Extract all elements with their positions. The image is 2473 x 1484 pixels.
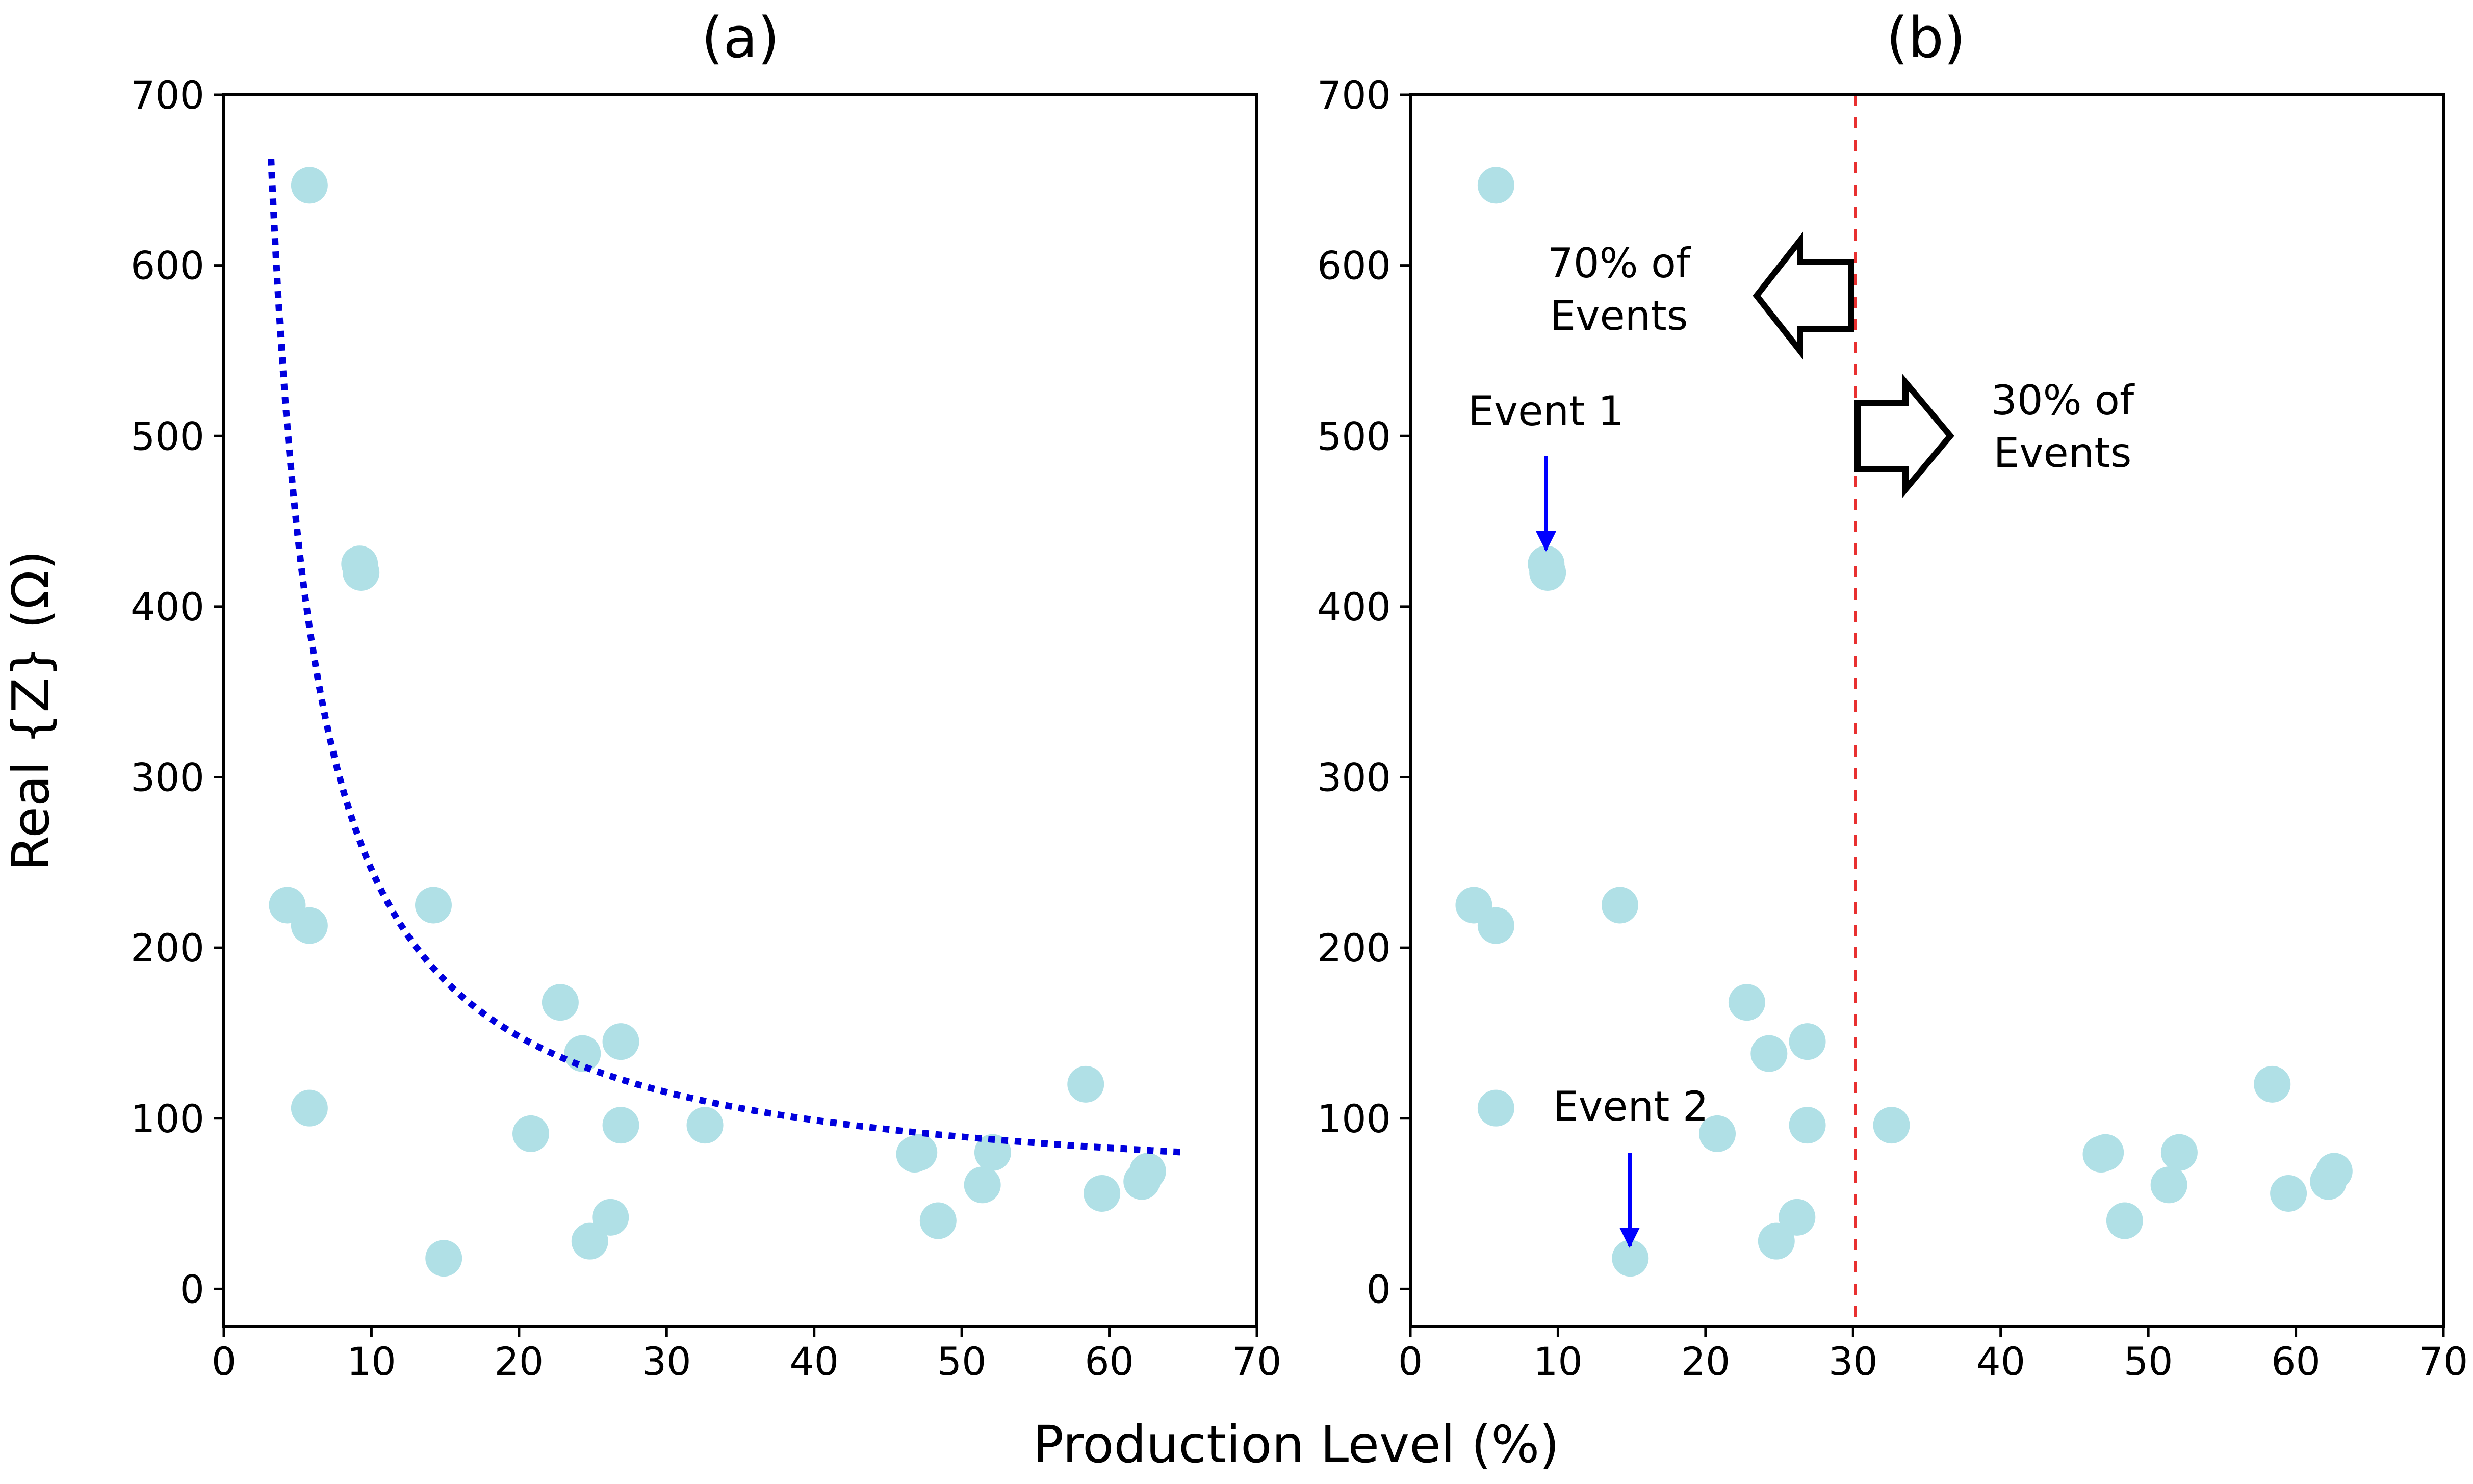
data-point-a-7 — [425, 1240, 462, 1277]
left-region-arrow — [1753, 231, 1854, 360]
x-tick-label: 70 — [2419, 1339, 2468, 1384]
data-point-b-13 — [1789, 1023, 1826, 1060]
data-point-a-6 — [291, 1089, 328, 1127]
panel-b-title: (b) — [1886, 5, 1966, 70]
data-point-b-5 — [1601, 887, 1638, 924]
data-point-a-11 — [571, 1222, 608, 1260]
data-point-b-21 — [2254, 1065, 2291, 1103]
x-tick-label: 30 — [1828, 1339, 1878, 1384]
x-axis-label: Production Level (%) — [1033, 1415, 1560, 1474]
event-2-label: Event 2 — [1553, 1083, 1709, 1130]
panel-a-frame — [222, 93, 1258, 1328]
y-tick-label: 600 — [1317, 243, 1391, 289]
x-tick-label: 50 — [2124, 1339, 2173, 1384]
data-point-b-7 — [1612, 1240, 1649, 1277]
data-point-a-12 — [592, 1199, 629, 1236]
y-tick-label: 500 — [131, 413, 204, 459]
y-axis-label: Real {Z} (Ω) — [1, 550, 61, 871]
panel-a: (a) 0 10 20 30 40 50 60 70 0 100 200 300 400 500 600 7… — [1, 5, 1281, 1384]
data-point-b-12 — [1779, 1199, 1816, 1236]
x-tick-label: 30 — [642, 1339, 691, 1384]
data-point-a-9 — [542, 984, 579, 1021]
y-tick-label: 0 — [1367, 1266, 1391, 1312]
x-tick-label: 60 — [2271, 1339, 2321, 1384]
data-point-b-15 — [1873, 1107, 1910, 1144]
x-tick-label: 60 — [1085, 1339, 1134, 1384]
x-tick-label: 20 — [1681, 1339, 1730, 1384]
x-tick-label: 0 — [1398, 1339, 1423, 1384]
data-point-b-18 — [2106, 1202, 2143, 1239]
panel-a-points — [269, 167, 1166, 1277]
data-point-a-5 — [415, 887, 452, 924]
event-1-label: Event 1 — [1468, 387, 1624, 435]
panel-b-y-ticks: 0 100 200 300 400 500 600 700 — [1317, 72, 1410, 1312]
panel-a-y-ticks: 0 100 200 300 400 500 600 700 — [131, 72, 224, 1312]
right-region-arrow — [1854, 374, 1954, 498]
y-tick-label: 0 — [180, 1266, 204, 1312]
data-point-a-22 — [1084, 1175, 1121, 1212]
data-point-a-21 — [1067, 1065, 1104, 1103]
data-point-b-0 — [1477, 167, 1514, 204]
data-point-b-24 — [2315, 1153, 2353, 1190]
x-tick-label: 0 — [212, 1339, 236, 1384]
y-tick-label: 200 — [131, 925, 204, 971]
panel-b: (b) 70% of Events 30% of Events Event 1 … — [1033, 5, 2468, 1474]
data-point-b-17 — [2087, 1134, 2124, 1171]
data-point-b-14 — [1789, 1107, 1826, 1144]
panel-b-points — [1455, 167, 2353, 1277]
data-point-a-4 — [291, 907, 328, 944]
fit-curve — [268, 159, 1183, 1156]
y-tick-label: 100 — [1317, 1096, 1391, 1141]
right-region-label-line1: 30% of — [1991, 377, 2135, 424]
data-point-b-10 — [1750, 1035, 1788, 1072]
left-region-label-line1: 70% of — [1548, 240, 1691, 287]
data-point-a-2 — [343, 554, 380, 591]
data-point-a-17 — [900, 1134, 938, 1171]
x-tick-label: 10 — [1533, 1339, 1583, 1384]
y-tick-label: 300 — [1317, 755, 1391, 800]
y-tick-label: 300 — [131, 755, 204, 800]
data-point-b-20 — [2160, 1134, 2198, 1171]
panel-a-x-ticks: 0 10 20 30 40 50 60 70 — [212, 1326, 1282, 1384]
data-point-a-10 — [564, 1035, 601, 1072]
panel-a-title: (a) — [701, 5, 779, 70]
y-tick-label: 200 — [1317, 925, 1391, 971]
data-point-b-6 — [1477, 1089, 1514, 1127]
y-tick-label: 600 — [131, 243, 204, 289]
x-tick-label: 20 — [494, 1339, 544, 1384]
y-tick-label: 400 — [131, 584, 204, 630]
y-tick-label: 100 — [131, 1096, 204, 1141]
data-point-b-4 — [1477, 907, 1514, 944]
panel-b-x-ticks: 0 10 20 30 40 50 60 70 — [1398, 1326, 2468, 1384]
data-point-b-22 — [2270, 1175, 2307, 1212]
data-point-b-19 — [2150, 1166, 2187, 1204]
y-tick-label: 400 — [1317, 584, 1391, 630]
data-point-a-8 — [512, 1115, 550, 1152]
y-tick-label: 700 — [131, 72, 204, 118]
data-point-b-9 — [1728, 984, 1765, 1021]
data-point-a-24 — [1129, 1153, 1166, 1190]
panel-b-frame — [1409, 93, 2445, 1328]
data-point-a-18 — [919, 1202, 957, 1239]
data-point-a-13 — [602, 1023, 639, 1060]
data-point-b-8 — [1699, 1115, 1736, 1152]
data-point-b-11 — [1758, 1222, 1795, 1260]
right-region-label-line2: Events — [1994, 429, 2132, 477]
data-point-a-14 — [602, 1107, 639, 1144]
data-point-a-19 — [964, 1166, 1001, 1204]
left-region-label-line2: Events — [1550, 292, 1688, 340]
data-point-b-2 — [1529, 554, 1566, 591]
x-tick-label: 40 — [1976, 1339, 2025, 1384]
data-point-a-0 — [291, 167, 328, 204]
x-tick-label: 40 — [789, 1339, 839, 1384]
y-tick-label: 700 — [1317, 72, 1391, 118]
x-tick-label: 10 — [347, 1339, 396, 1384]
data-point-a-15 — [686, 1107, 724, 1144]
x-tick-label: 50 — [937, 1339, 987, 1384]
x-tick-label: 70 — [1232, 1339, 1282, 1384]
y-tick-label: 500 — [1317, 413, 1391, 459]
